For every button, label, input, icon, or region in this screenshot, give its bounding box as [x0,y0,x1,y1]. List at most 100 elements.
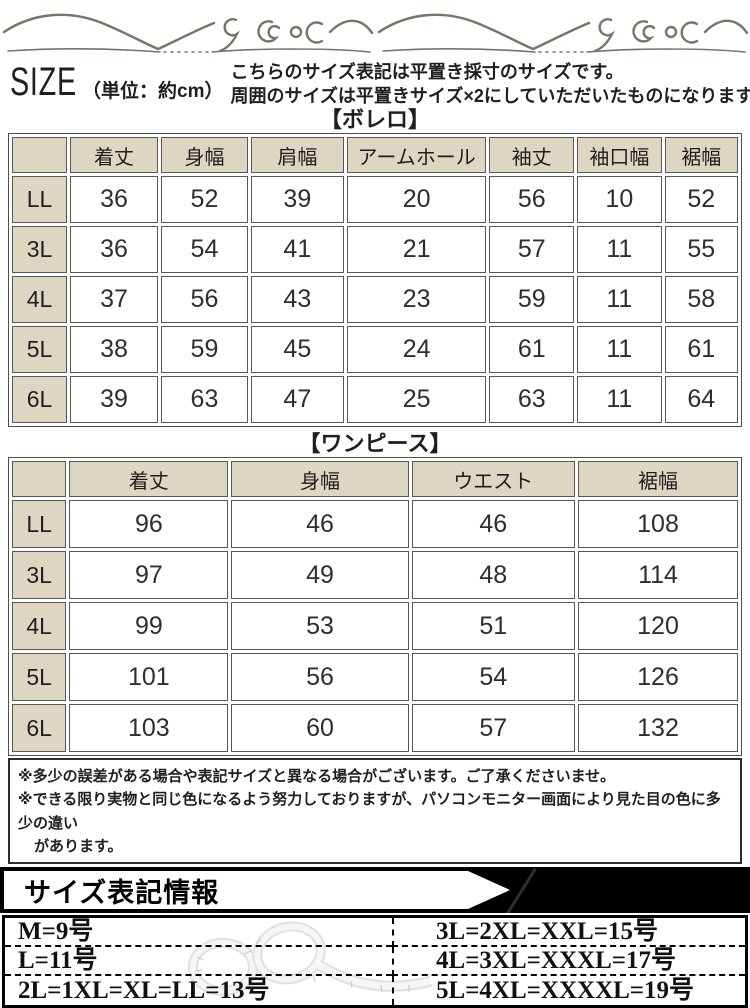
conversion-item: 4L=3XL=XXXL=17号 [392,947,745,976]
value-cell: 48 [411,551,576,599]
unit-label: （単位：約cm） [82,81,224,102]
banner-streak [506,868,537,914]
value-cell: 64 [664,376,738,423]
table-row: LL 96 46 46 108 [12,500,738,548]
value-cell: 96 [69,500,229,548]
size-cell: 6L [12,704,67,752]
size-heading: SIZE [10,60,77,104]
value-cell: 51 [411,602,576,650]
value-cell: 52 [161,176,248,223]
conversion-item: M=9号 [5,918,393,947]
conversion-item: 3L=2XL=XXL=15号 [392,918,745,947]
table-row: 3L 36 54 41 21 57 11 55 [12,226,738,273]
value-cell: 37 [69,276,159,323]
onepiece-size-table: 着丈 身幅 ウエスト 裾幅 LL 96 46 46 108 3L 97 49 4… [8,457,742,756]
size-cell: LL [12,176,67,223]
column-header: 身幅 [231,461,409,497]
value-cell: 11 [577,376,662,423]
value-cell: 41 [250,226,344,273]
size-cell: 3L [12,226,67,273]
value-cell: 63 [489,376,575,423]
value-cell: 20 [346,176,487,223]
value-cell: 55 [664,226,738,273]
value-cell: 54 [411,653,576,701]
value-cell: 57 [411,704,576,752]
value-cell: 11 [577,226,662,273]
disclaimer-line2: ※できる限り実物と同じ色になるよう努力しておりますが、パソコンモニター画面により… [18,791,721,832]
value-cell: 97 [69,551,229,599]
value-cell: 101 [69,653,229,701]
value-cell: 56 [489,176,575,223]
value-cell: 120 [578,602,738,650]
size-info-banner: サイズ表記情報 [0,867,750,914]
value-cell: 25 [346,376,487,423]
value-cell: 108 [578,500,738,548]
value-cell: 61 [489,326,575,373]
size-cell: 4L [12,276,67,323]
table-row: 5L 101 56 54 126 [12,653,738,701]
column-header: 着丈 [69,461,229,497]
value-cell: 60 [231,704,409,752]
value-cell: 103 [69,704,229,752]
value-cell: 43 [250,276,344,323]
table-row: 6L 39 63 47 25 63 11 64 [12,376,738,423]
banner-arrow-shape: サイズ表記情報 [4,871,510,909]
value-cell: 46 [231,500,409,548]
decorative-flourish-icon [2,13,749,54]
banner-title: サイズ表記情報 [24,877,220,908]
size-cell: 3L [12,551,67,599]
column-header: 着丈 [69,137,159,173]
size-cell: LL [12,500,67,548]
onepiece-header-row: 着丈 身幅 ウエスト 裾幅 [12,461,738,497]
value-cell: 126 [578,653,738,701]
value-cell: 46 [411,500,576,548]
value-cell: 39 [250,176,344,223]
value-cell: 10 [577,176,662,223]
bolero-header-row: 着丈 身幅 肩幅 アームホール 袖丈 袖口幅 裾幅 [12,137,738,173]
bolero-size-table: 着丈 身幅 肩幅 アームホール 袖丈 袖口幅 裾幅 LL 36 52 39 20… [8,133,742,427]
column-header: アームホール [346,137,487,173]
disclaimer-notes: ※多少の誤差がある場合や表記サイズと異なる場合がございます。ご了承くださいませ。… [8,758,742,864]
value-cell: 47 [250,376,344,423]
corner-cell [12,137,67,173]
conversion-item: 2L=1XL=XL=LL=13号 [18,977,270,1004]
value-cell: 56 [161,276,248,323]
table-row: 3L 97 49 48 114 [12,551,738,599]
table-row: 5L 38 59 45 24 61 11 61 [12,326,738,373]
corner-cell [12,461,67,497]
value-cell: 114 [578,551,738,599]
table-row: 6L 103 60 57 132 [12,704,738,752]
size-conversion-table: M=9号 3L=2XL=XXL=15号 L=11号 4L=3XL=XXXL=17… [2,915,748,1008]
value-cell: 99 [69,602,229,650]
column-header: 身幅 [161,137,248,173]
column-header: 袖丈 [489,137,575,173]
size-cell: 4L [12,602,67,650]
measurement-note-line1: こちらのサイズ表記は平置き採寸のサイズです。 [230,62,624,82]
measurement-note: こちらのサイズ表記は平置き採寸のサイズです。 周囲のサイズは平置きサイズ×2にし… [230,60,750,108]
column-header: 袖口幅 [577,137,662,173]
conversion-item: 5L=4XL=XXXXL=19号 [392,976,745,1005]
value-cell: 49 [231,551,409,599]
value-cell: 56 [231,653,409,701]
value-cell: 45 [250,326,344,373]
value-cell: 54 [161,226,248,273]
value-cell: 132 [578,704,738,752]
conversion-item: L=11号 [5,947,393,976]
size-cell: 5L [12,653,67,701]
size-header: SIZE （単位：約cm） こちらのサイズ表記は平置き採寸のサイズです。 周囲の… [0,56,750,106]
value-cell: 21 [346,226,487,273]
value-cell: 52 [664,176,738,223]
onepiece-title: 【ワンピース】 [298,431,452,456]
value-cell: 24 [346,326,487,373]
value-cell: 61 [664,326,738,373]
size-cell: 5L [12,326,67,373]
column-header: ウエスト [411,461,576,497]
disclaimer-line1: ※多少の誤差がある場合や表記サイズと異なる場合がございます。ご了承くださいませ。 [18,768,616,785]
value-cell: 38 [69,326,159,373]
value-cell: 53 [231,602,409,650]
column-header: 裾幅 [578,461,738,497]
value-cell: 36 [69,176,159,223]
measurement-note-line2: 周囲のサイズは平置きサイズ×2にしていただいたものになります。 [230,86,750,107]
value-cell: 39 [69,376,159,423]
